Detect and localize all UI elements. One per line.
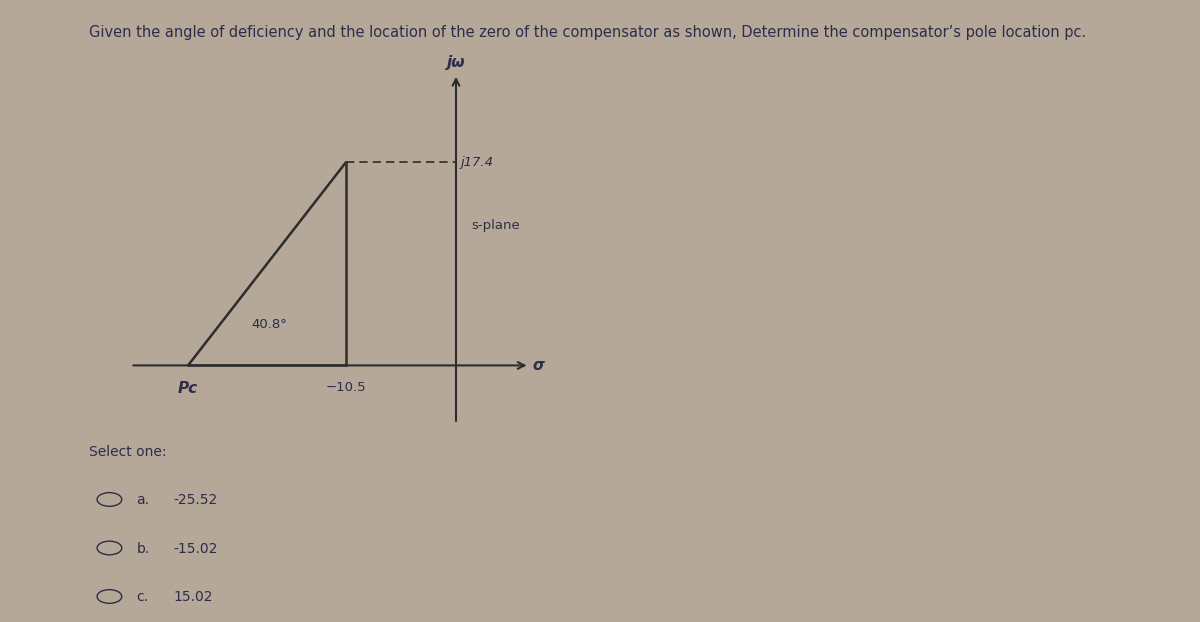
Text: 40.8°: 40.8° [251, 318, 287, 331]
Text: a.: a. [137, 493, 149, 508]
Text: j17.4: j17.4 [461, 156, 493, 169]
Text: Given the angle of deficiency and the location of the zero of the compensator as: Given the angle of deficiency and the lo… [89, 25, 1086, 40]
Text: -15.02: -15.02 [173, 542, 217, 556]
Text: b.: b. [137, 542, 150, 556]
Text: 15.02: 15.02 [173, 590, 212, 605]
Text: Select one:: Select one: [89, 445, 167, 459]
Text: Pc: Pc [178, 381, 198, 396]
Text: σ: σ [533, 358, 545, 373]
Text: −10.5: −10.5 [325, 381, 366, 394]
Text: c.: c. [137, 590, 149, 605]
Text: jω: jω [446, 55, 466, 70]
Text: -25.52: -25.52 [173, 493, 217, 508]
Text: s-plane: s-plane [472, 219, 521, 232]
